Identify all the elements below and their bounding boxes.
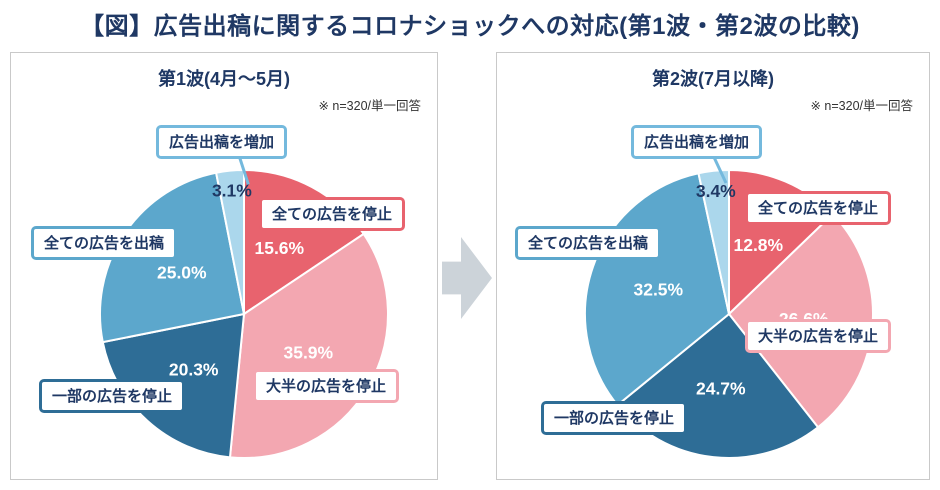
callout-label: 全ての広告を出稿 — [44, 235, 165, 252]
callout-label: 大半の広告を停止 — [266, 378, 387, 395]
callout-label: 全ての広告を停止 — [758, 200, 879, 217]
sample-size-note-wave2: ※ n=320/単一回答 — [810, 99, 913, 113]
wave2-panel: 第2波(7月以降) ※ n=320/単一回答 12.8%26.6%24.7%32… — [496, 52, 930, 480]
percent-label: 12.8% — [733, 235, 783, 255]
sample-size-note-wave1: ※ n=320/単一回答 — [318, 99, 421, 113]
panel-title-wave1: 第1波(4月〜5月) — [157, 69, 291, 89]
callout-increase-ads: 広告出稿を増加 — [156, 125, 288, 159]
callout-label: 全ての広告を出稿 — [528, 235, 649, 252]
callout-label: 一部の広告を停止 — [52, 388, 173, 405]
callout-stop-all-ads: 全ての広告を停止 — [259, 197, 406, 231]
percent-label: 25.0% — [157, 262, 207, 282]
callout-stop-most-ads: 大半の広告を停止 — [745, 319, 892, 353]
callout-stop-some-ads: 一部の広告を停止 — [541, 401, 688, 435]
callout-label: 一部の広告を停止 — [554, 410, 675, 427]
callout-stop-all-ads: 全ての広告を停止 — [745, 191, 892, 225]
percent-label: 3.4% — [696, 181, 736, 201]
wave1-panel: 第1波(4月〜5月) ※ n=320/単一回答 15.6% 35.9% 20.3% 2… — [10, 52, 438, 480]
percent-label: 3.1% — [212, 181, 252, 201]
callout-place-all-ads: 全ての広告を出稿 — [31, 226, 178, 260]
pie-slice — [697, 168, 730, 315]
arrow-right-icon — [442, 237, 492, 319]
callout-label: 大半の広告を停止 — [758, 328, 879, 345]
callout-label: 広告出稿を増加 — [644, 134, 750, 151]
callout-increase-ads: 広告出稿を増加 — [631, 125, 763, 159]
panel-title-wave2: 第2波(7月以降) — [651, 69, 774, 89]
percent-label: 20.3% — [169, 360, 219, 380]
percent-label: 32.5% — [633, 279, 683, 299]
percent-label: 15.6% — [254, 238, 304, 258]
percent-label: 24.7% — [696, 378, 746, 398]
callout-place-all-ads: 全ての広告を出稿 — [515, 226, 662, 260]
figure-title: 【図】広告出稿に関するコロナショックへの対応(第1波・第2波の比較) — [80, 13, 860, 40]
percent-label: 35.9% — [283, 343, 333, 363]
callout-label: 広告出稿を増加 — [169, 134, 275, 151]
callout-stop-some-ads: 一部の広告を停止 — [39, 379, 186, 413]
callout-label: 全ての広告を停止 — [272, 206, 393, 223]
callout-stop-most-ads: 大半の広告を停止 — [253, 369, 400, 403]
